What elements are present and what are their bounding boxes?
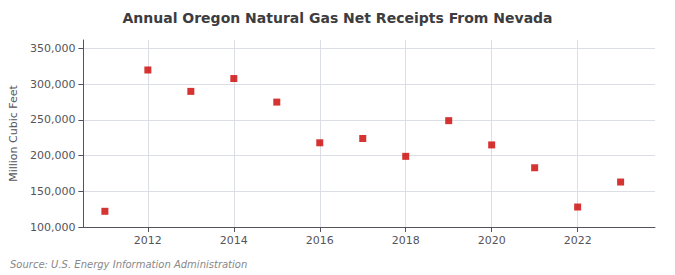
svg-text:2020: 2020 (478, 234, 506, 247)
svg-text:350,000: 350,000 (30, 42, 76, 55)
svg-text:300,000: 300,000 (30, 78, 76, 91)
svg-text:250,000: 250,000 (30, 113, 76, 126)
svg-text:2022: 2022 (564, 234, 592, 247)
svg-text:2014: 2014 (220, 234, 248, 247)
svg-text:200,000: 200,000 (30, 149, 76, 162)
svg-text:2012: 2012 (134, 234, 162, 247)
svg-text:2018: 2018 (392, 234, 420, 247)
svg-text:Source: U.S. Energy Informatio: Source: U.S. Energy Information Administ… (10, 259, 247, 270)
svg-text:2016: 2016 (306, 234, 334, 247)
svg-text:Annual Oregon Natural Gas Net: Annual Oregon Natural Gas Net Receipts F… (122, 10, 552, 26)
svg-text:100,000: 100,000 (30, 221, 76, 234)
svg-text:Million Cubic Feet: Million Cubic Feet (7, 84, 20, 181)
svg-text:150,000: 150,000 (30, 185, 76, 198)
